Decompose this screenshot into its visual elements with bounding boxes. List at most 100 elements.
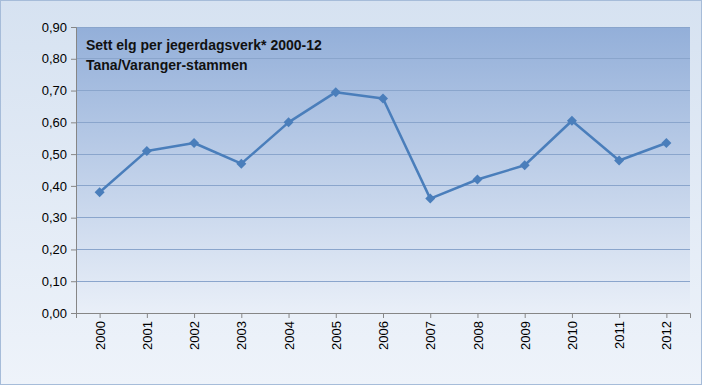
x-tick: 2007	[423, 313, 438, 350]
marker	[236, 159, 246, 169]
x-tick-mark	[289, 313, 290, 318]
plot-background	[76, 27, 690, 313]
y-tick-mark	[71, 186, 76, 187]
y-axis: 0,00 0,10 0,20 0,30 0,40 0,50 0,60 0,70 0,80 0,90	[42, 20, 77, 321]
y-tick-label: 0,40	[42, 179, 67, 194]
grid	[76, 27, 690, 313]
marks	[95, 87, 672, 203]
y-tick: 0,10	[42, 274, 76, 289]
x-tick: 2011	[612, 313, 627, 349]
chart: 0,00 0,10 0,20 0,30 0,40 0,50 0,60 0,70 0,80 0,90…	[0, 0, 702, 385]
y-tick: 0,80	[42, 51, 76, 66]
grid-line	[76, 90, 690, 91]
marker	[331, 87, 341, 97]
y-tick-label: 0,00	[42, 306, 67, 321]
title: Sett elg per jegerdagsverk* 2000-12	[86, 37, 322, 53]
marker	[520, 160, 530, 170]
x-tick-label: 2005	[329, 321, 344, 350]
y-tick: 0,00	[42, 306, 76, 321]
x-tick-label: 2006	[376, 321, 391, 350]
y-tick: 0,70	[42, 83, 76, 98]
y-tick-mark	[71, 249, 76, 250]
x-tick: 2004	[282, 313, 297, 350]
marker	[425, 194, 435, 204]
grid-line	[76, 27, 690, 28]
x-tick-label: 2009	[518, 321, 533, 350]
x-tick-label: 2008	[471, 321, 486, 350]
y-tick: 0,90	[42, 20, 76, 35]
x-tick-label: 2000	[93, 321, 108, 350]
marker	[661, 138, 671, 148]
y-tick-label: 0,50	[42, 147, 67, 162]
x-tick-label: 2004	[282, 321, 297, 350]
x-tick-label: 2001	[140, 321, 155, 350]
grid-line	[76, 249, 690, 250]
marker	[189, 138, 199, 148]
y-tick: 0,30	[42, 210, 76, 225]
x-tick: 2003	[234, 313, 249, 350]
marker	[378, 93, 388, 103]
y-tick-mark	[71, 27, 76, 28]
y-tick-label: 0,20	[42, 242, 67, 257]
marker	[472, 175, 482, 185]
y-tick-mark	[71, 122, 76, 123]
x-tick-mark	[194, 313, 195, 318]
x-tick-mark	[383, 313, 384, 318]
x-tick: 2009	[518, 313, 533, 350]
x-tick-mark	[336, 313, 337, 318]
y-tick: 0,60	[42, 115, 76, 130]
grid-line	[76, 154, 690, 155]
y-tick-label: 0,60	[42, 115, 67, 130]
x-tick-mark	[525, 313, 526, 318]
grid-line	[76, 185, 690, 186]
y-tick-label: 0,30	[42, 210, 67, 225]
grid-line	[76, 217, 690, 218]
y-tick-label: 0,80	[42, 51, 67, 66]
x-tick-label: 2007	[423, 321, 438, 350]
x-axis: 2000 2001 2002 2003 2004 2005 2006 2007 2008 2009…	[77, 313, 691, 350]
grid-line	[76, 122, 690, 123]
marker	[614, 155, 624, 165]
marker	[284, 117, 294, 127]
plot: 0,00 0,10 0,20 0,30 0,40 0,50 0,60 0,70 0,80 0,90…	[42, 20, 691, 350]
y-axis-line	[71, 28, 77, 314]
y-tick-label: 0,70	[42, 83, 67, 98]
marker	[567, 116, 577, 126]
y-tick-mark	[71, 91, 76, 92]
title-block: Sett elg per jegerdagsverk* 2000-12 Tana/…	[86, 37, 322, 73]
x-tick-label: 2011	[612, 321, 627, 349]
y-tick-mark	[71, 281, 76, 282]
marker	[95, 187, 105, 197]
x-tick-label: 2003	[234, 321, 249, 350]
x-tick: 2010	[565, 313, 580, 350]
x-tick: 2001	[140, 313, 155, 350]
x-tick-mark	[619, 313, 620, 318]
y-tick-mark	[71, 154, 76, 155]
x-tick: 2002	[187, 313, 202, 350]
y-tick: 0,20	[42, 242, 76, 257]
x-tick: 2008	[471, 313, 486, 350]
x-tick-mark	[100, 313, 101, 318]
chart-background	[1, 1, 702, 385]
x-tick-mark	[477, 313, 478, 318]
x-tick: 2006	[376, 313, 391, 350]
y-tick-mark	[71, 313, 76, 314]
y-tick: 0,40	[42, 179, 76, 194]
x-tick-mark	[430, 313, 431, 318]
y-tick-mark	[71, 218, 76, 219]
x-tick: 2012	[659, 313, 674, 350]
x-tick-label: 2012	[659, 321, 674, 350]
x-tick-mark	[147, 313, 148, 318]
x-tick-mark	[572, 313, 573, 318]
y-tick: 0,50	[42, 147, 76, 162]
subtitle: Tana/Varanger-stammen	[86, 57, 248, 73]
x-tick-label: 2002	[187, 321, 202, 350]
x-tick: 2000	[93, 313, 108, 350]
x-tick-mark	[666, 313, 667, 318]
y-tick-mark	[71, 59, 76, 60]
y-tick-label: 0,90	[42, 20, 67, 35]
x-tick-label: 2010	[565, 321, 580, 350]
y-tick-label: 0,10	[42, 274, 67, 289]
line	[100, 92, 667, 198]
x-tick: 2005	[329, 313, 344, 350]
